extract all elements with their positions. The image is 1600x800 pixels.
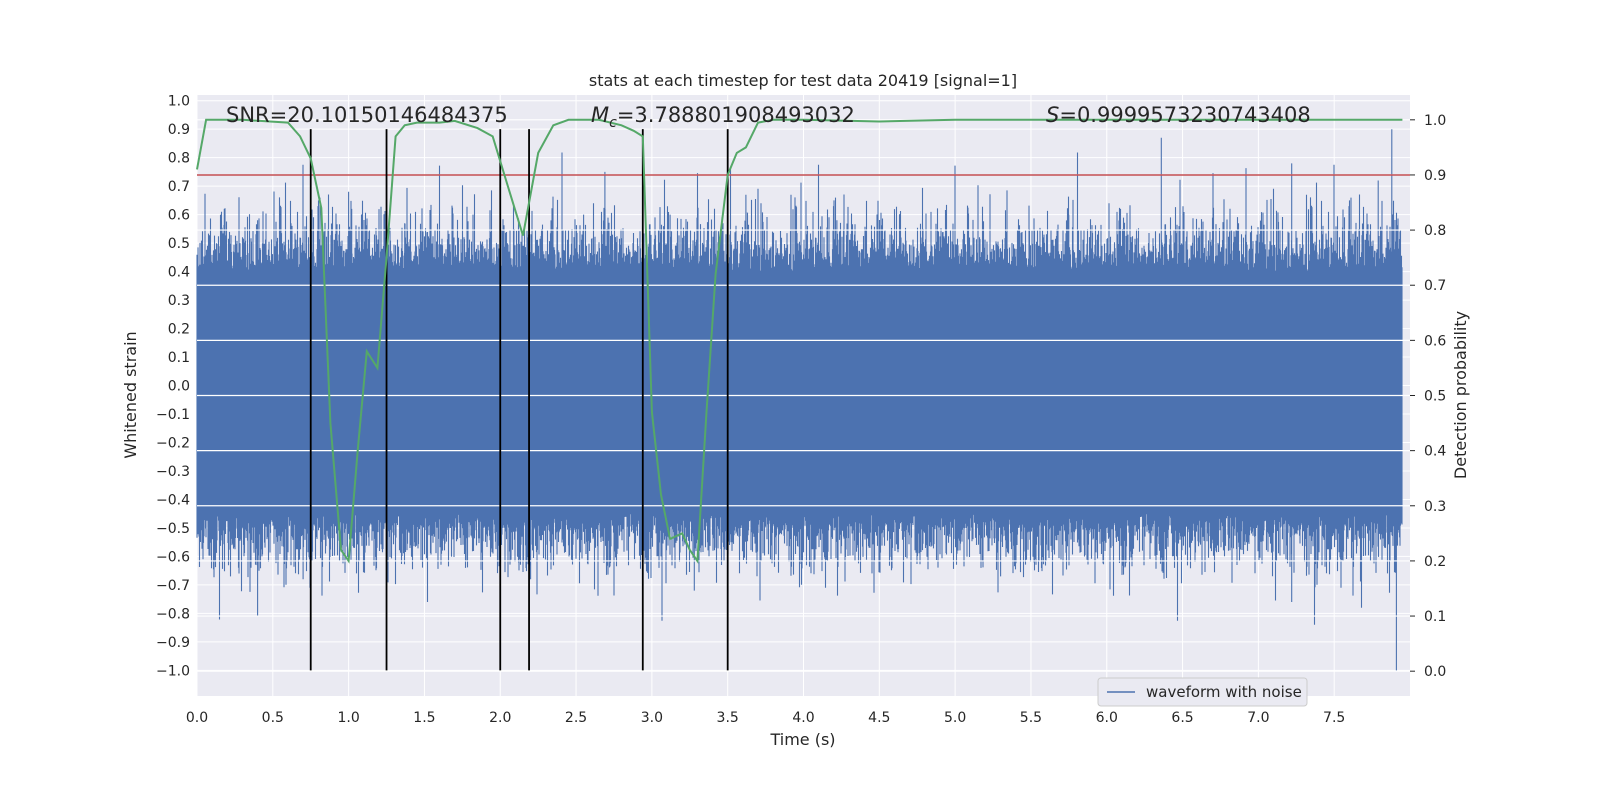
- x-tick-label: 0.0: [186, 710, 208, 726]
- y-tick-label-left: 0.9: [168, 122, 190, 138]
- y-tick-label-left: 0.2: [168, 322, 190, 338]
- x-tick-label: 3.5: [717, 710, 739, 726]
- left-axis-ticks: 1.0 0.9 0.8 0.7 0.6 0.5 0.4 0.3 0.2 0.1 0.0 −0.1 −0.…: [156, 94, 190, 680]
- x-tick-label: 5.5: [1020, 710, 1042, 726]
- right-axis-ticks: 1.0 0.9 0.8 0.7 0.6 0.5 0.4 0.3 0.2 0.1 0.0: [1410, 113, 1446, 680]
- waveform-line: [196, 129, 1403, 671]
- legend-label: waveform with noise: [1146, 683, 1302, 701]
- y-tick-label-right: 0.7: [1424, 278, 1446, 294]
- left-axis-label: Whitened strain: [121, 331, 140, 458]
- chirp-mass-symbol: M: [591, 103, 609, 127]
- x-tick-label: 3.0: [641, 710, 663, 726]
- x-tick-label: 2.0: [489, 710, 511, 726]
- y-tick-label-right: 0.5: [1424, 389, 1446, 405]
- score-symbol: S: [1046, 103, 1059, 127]
- y-tick-label-right: 0.9: [1424, 168, 1446, 184]
- y-tick-label-left: 0.8: [168, 151, 190, 167]
- x-tick-label: 4.0: [792, 710, 814, 726]
- y-tick-label-left: −0.8: [156, 606, 190, 622]
- right-axis-label: Detection probability: [1451, 311, 1470, 479]
- score-value: =0.9999573230743408: [1059, 103, 1310, 127]
- snr-annotation: SNR=20.10150146484375: [226, 103, 508, 127]
- y-tick-label-right: 0.0: [1424, 664, 1446, 680]
- x-tick-label: 5.0: [944, 710, 966, 726]
- event-markers: [309, 129, 729, 671]
- y-tick-label-right: 1.0: [1424, 113, 1446, 129]
- y-tick-label-left: 0.0: [168, 379, 190, 395]
- chart-title: stats at each timestep for test data 204…: [589, 71, 1017, 90]
- y-tick-label-left: −0.2: [156, 435, 190, 451]
- y-tick-label-left: −0.6: [156, 549, 190, 565]
- y-tick-label-right: 0.3: [1424, 499, 1446, 515]
- waveform-series: [196, 129, 1403, 671]
- x-tick-label: 7.5: [1323, 710, 1345, 726]
- chirp-mass-value: =3.788801908493032: [617, 103, 855, 127]
- y-tick-label-right: 0.1: [1424, 609, 1446, 625]
- chirp-mass-annotation: Mc=3.788801908493032: [591, 103, 855, 131]
- y-tick-label-right: 0.4: [1424, 444, 1446, 460]
- x-axis-ticks: 0.0 0.5 1.0 1.5 2.0 2.5 3.0 3.5 4.0 4.5 5.0 5.5 6.0 6…: [186, 710, 1345, 726]
- y-tick-label-left: 0.7: [168, 179, 190, 195]
- y-tick-label-left: −1.0: [156, 663, 190, 679]
- y-tick-label-left: 0.6: [168, 208, 190, 224]
- y-tick-label-left: 0.5: [168, 236, 190, 252]
- y-tick-label-right: 0.2: [1424, 554, 1446, 570]
- y-tick-label-left: 0.4: [168, 265, 190, 281]
- x-tick-label: 4.5: [868, 710, 890, 726]
- score-annotation: S=0.9999573230743408: [1046, 103, 1311, 127]
- x-tick-label: 1.5: [413, 710, 435, 726]
- x-tick-label: 6.0: [1096, 710, 1118, 726]
- probability-line: [196, 118, 1403, 564]
- legend: waveform with noise: [1097, 677, 1308, 707]
- y-tick-label-left: −0.5: [156, 521, 190, 537]
- x-tick-label: 6.5: [1171, 710, 1193, 726]
- x-tick-label: 0.5: [262, 710, 284, 726]
- y-tick-label-left: −0.4: [156, 492, 190, 508]
- y-tick-label-left: 0.3: [168, 293, 190, 309]
- y-tick-label-right: 0.8: [1424, 223, 1446, 239]
- x-tick-label: 2.5: [565, 710, 587, 726]
- y-tick-label-left: −0.1: [156, 407, 190, 423]
- y-tick-label-left: −0.3: [156, 464, 190, 480]
- legend-box: [1097, 677, 1308, 707]
- x-tick-label: 1.0: [337, 710, 359, 726]
- y-tick-label-left: 0.1: [168, 350, 190, 366]
- detection-probability-series: [196, 118, 1403, 564]
- x-tick-label: 7.0: [1247, 710, 1269, 726]
- y-tick-label-left: 1.0: [168, 94, 190, 110]
- y-tick-label-left: −0.9: [156, 635, 190, 651]
- x-axis-label: Time (s): [769, 730, 835, 749]
- y-tick-label-left: −0.7: [156, 578, 190, 594]
- chirp-mass-subscript: c: [609, 115, 617, 131]
- y-tick-label-right: 0.6: [1424, 333, 1446, 349]
